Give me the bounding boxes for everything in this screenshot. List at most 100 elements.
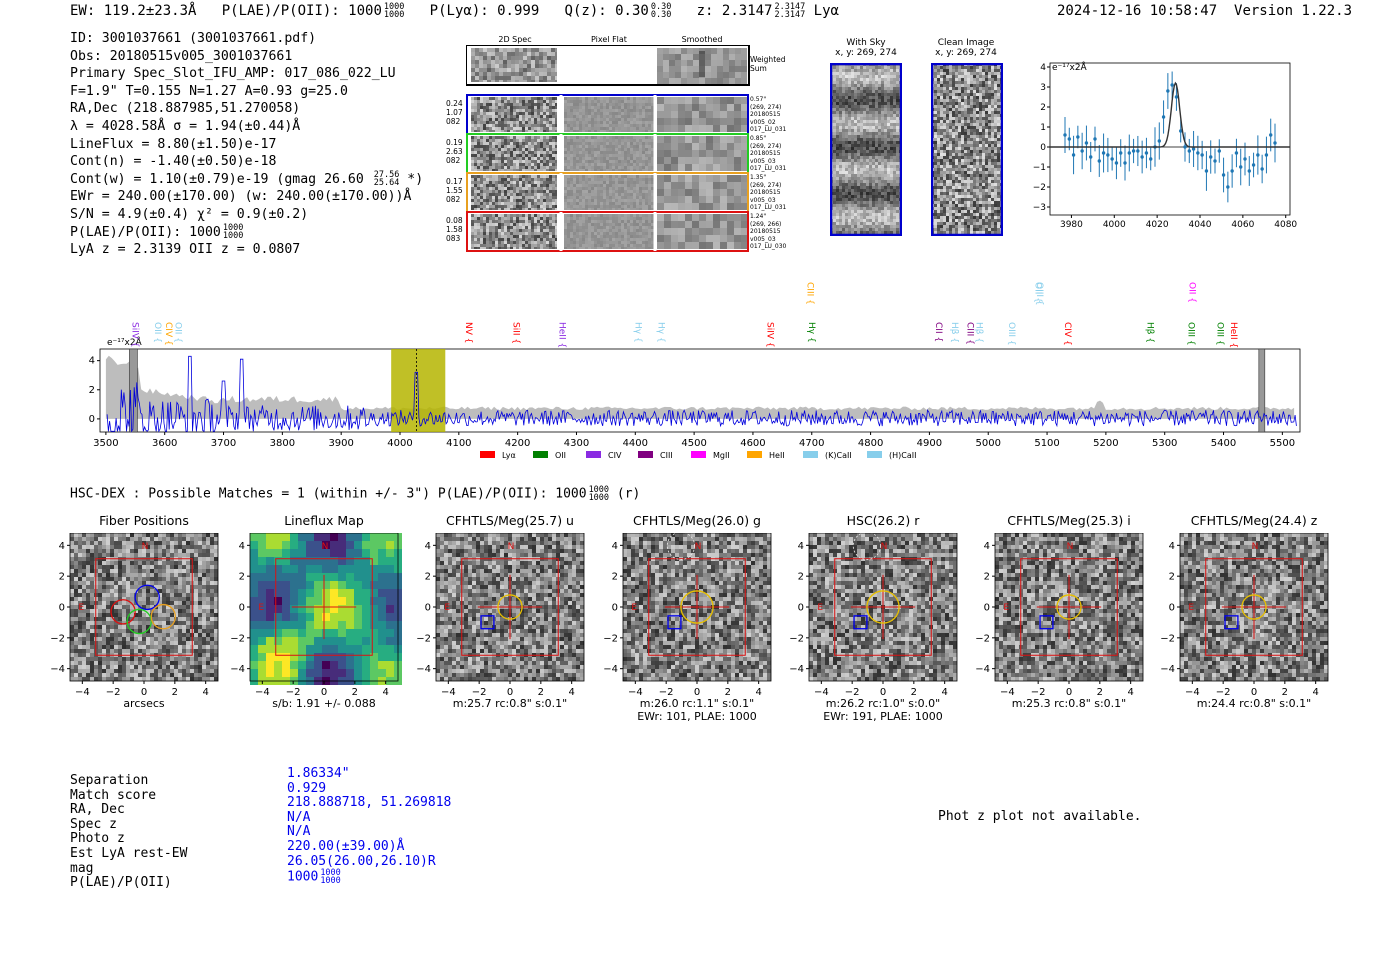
hsc-xtick: −4 xyxy=(255,687,270,698)
counterpart-circle xyxy=(1241,594,1267,620)
hsc-ytick: 0 xyxy=(798,603,804,614)
hsc-ytick: 2 xyxy=(59,572,65,583)
match-label: RA, Dec xyxy=(70,802,125,818)
spec-line-mark: Hβ { xyxy=(1145,322,1155,343)
hsc-panel-image: N E 4 2 0 −2 −4 −4 −2 0 2 4 xyxy=(975,533,1144,698)
spec-line-mark: CIII { xyxy=(805,282,815,305)
hsc-ytick: 2 xyxy=(1169,572,1175,583)
spec-line-mark: SiIV { xyxy=(765,322,775,348)
fit-point xyxy=(1264,153,1269,157)
spec-red-cut xyxy=(1258,348,1266,433)
clean-image-title: Clean Image x, y: 269, 274 xyxy=(935,38,997,58)
fit-point xyxy=(1273,141,1277,145)
hsc-xtick: −4 xyxy=(814,687,829,698)
spec-xtick: 5200 xyxy=(1093,438,1118,449)
spec-line-mark-label: OII { xyxy=(172,322,182,343)
hsc-xtick: −4 xyxy=(628,687,643,698)
spec-xtick: 4500 xyxy=(681,438,706,449)
info-plae: P(LAE)/P(OII): 1000 1000 1000 xyxy=(70,222,244,241)
compass-e: E xyxy=(1188,603,1194,613)
match-label: Spec z xyxy=(70,816,117,832)
spec-xtick: 3700 xyxy=(211,438,236,449)
hsc-xtick: 0 xyxy=(880,687,886,698)
compass-n: N xyxy=(322,542,329,552)
fit-point xyxy=(1191,147,1196,151)
spec-axes xyxy=(99,348,1301,433)
fit-xtick: 4000 xyxy=(1103,220,1126,230)
spec-legend-label: CIII xyxy=(660,451,673,460)
fit-point xyxy=(1260,167,1264,171)
hsc-ytick: 2 xyxy=(425,572,431,583)
spec-noise-envelope xyxy=(105,355,1295,419)
cutout-flat xyxy=(564,175,654,210)
hsc-ytick: −2 xyxy=(416,633,431,644)
fit-xtick: 4060 xyxy=(1231,220,1254,230)
match-square xyxy=(1224,615,1239,630)
fit-point xyxy=(1170,83,1174,87)
line-fit-chart: e⁻¹⁷x2Å 4 3 2 1 0 −1 −2 −3 3980 4000 4020 4040 4060 40… xyxy=(1033,61,1298,230)
hsc-xtick: 0 xyxy=(1251,687,1257,698)
fit-point xyxy=(1183,145,1187,149)
match-value: 26.05(26.00,26.10)R xyxy=(287,853,436,869)
match-value: 1000 1000 1000 xyxy=(287,868,341,887)
hsc-ytick: −4 xyxy=(416,664,431,675)
hsc-xtick: 0 xyxy=(694,687,700,698)
spec-xtick: 4200 xyxy=(505,438,530,449)
cutout-right-label: 1.24" (269, 266) 20180515 v005_03 017_LU_030 xyxy=(750,213,787,250)
spec-legend-swatch xyxy=(803,451,818,458)
spec-xtick: 3500 xyxy=(93,438,118,449)
spec-line-mark: OIII { xyxy=(1034,282,1044,306)
hsc-ytick: −2 xyxy=(975,633,990,644)
hsc-pixels xyxy=(250,533,402,685)
fit-point xyxy=(1106,153,1110,157)
with-sky-image xyxy=(830,63,902,236)
info-wave: λ = 4028.58Å σ = 1.94(±0.44)Å xyxy=(70,118,301,134)
counterpart-circle xyxy=(680,590,714,624)
fit-point xyxy=(1213,159,1217,163)
spec-legend-swatch xyxy=(638,451,653,458)
spec-xtick: 5000 xyxy=(976,438,1001,449)
fit-point xyxy=(1251,163,1256,167)
match-value: 218.888718, 51.269818 xyxy=(287,795,452,811)
weighted-smooth xyxy=(657,48,747,84)
spec-xtick: 5300 xyxy=(1152,438,1177,449)
fit-point xyxy=(1234,151,1239,155)
fiber-circle xyxy=(110,599,136,625)
spec-line-mark: NV { xyxy=(463,322,473,343)
hsc-ytick: −2 xyxy=(50,633,65,644)
cutout-flat xyxy=(564,97,654,132)
hsc-ytick: −2 xyxy=(230,633,245,644)
hsc-xtick: 0 xyxy=(141,687,147,698)
spec-xtick: 4600 xyxy=(740,438,765,449)
hsc-ytick: 4 xyxy=(612,541,618,552)
fit-point xyxy=(1071,153,1076,157)
hsc-ytick: 0 xyxy=(612,603,618,614)
fit-point xyxy=(1127,151,1131,155)
counterpart-circle xyxy=(497,594,523,620)
hsc-panel-caption: s/b: 1.91 +/- 0.088 xyxy=(272,697,376,710)
clean-pixels xyxy=(931,63,1003,236)
spec-line-mark: Hγ { xyxy=(806,322,816,343)
hsc-ytick: 4 xyxy=(59,541,65,552)
header-plae: P(LAE)/P(OII): 1000 xyxy=(221,3,382,19)
hsc-xtick: 2 xyxy=(911,687,917,698)
hsc-ytick: 2 xyxy=(798,572,804,583)
spec-line-mark-label: CIII { xyxy=(965,322,975,345)
spec-line-mark-label: CIV { xyxy=(163,322,173,346)
spec-line-mark-label: Hγ { xyxy=(632,322,642,343)
hsc-xtick: 2 xyxy=(1097,687,1103,698)
hsc-panel-image: N E 4 2 0 −2 −4 −4 −2 0 2 4 xyxy=(789,533,958,698)
hsc-ytick: −4 xyxy=(975,664,990,675)
spec-line-mark-label: Hβ { xyxy=(1145,322,1155,343)
hsc-ytick: −4 xyxy=(603,664,618,675)
hsc-panel-caption: m:26.0 rc:1.1" s:0.1" xyxy=(639,697,755,710)
hsc-panel-caption: m:24.4 rc:0.8" s:0.1" xyxy=(1196,697,1312,710)
match-value: 1.86334" xyxy=(287,766,350,781)
spec-ytick: 0 xyxy=(89,414,95,425)
fit-point xyxy=(1247,169,1251,173)
hsc-xtick: 2 xyxy=(352,687,358,698)
weighted-signal xyxy=(699,51,705,77)
compass-e: E xyxy=(78,603,84,613)
fit-xtick: 4040 xyxy=(1189,220,1212,230)
search-box xyxy=(95,558,193,656)
